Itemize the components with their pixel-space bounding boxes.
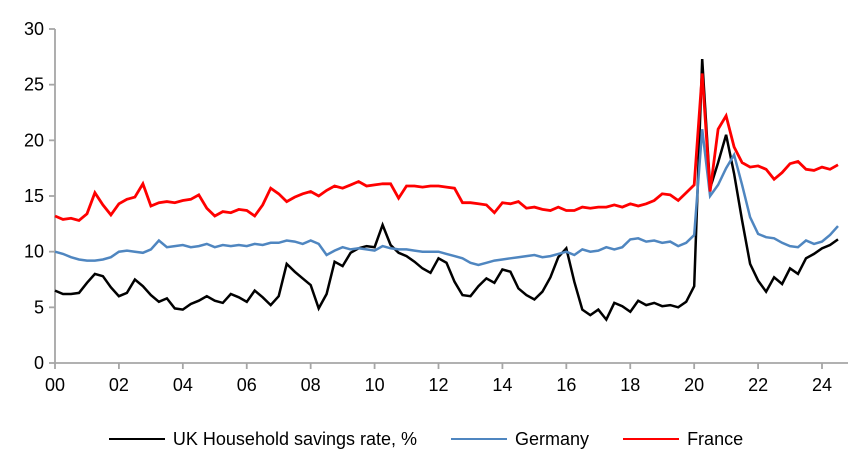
- x-tick-label: 00: [45, 375, 65, 395]
- x-tick-label: 02: [109, 375, 129, 395]
- legend-swatch-germany: [451, 437, 508, 441]
- legend-label-uk: UK Household savings rate, %: [172, 428, 418, 449]
- legend-item-uk: UK Household savings rate, %: [108, 428, 418, 450]
- legend-item-germany: Germany: [451, 429, 589, 450]
- x-tick-label: 06: [237, 375, 257, 395]
- y-tick-label: 10: [24, 242, 44, 262]
- chart-legend: UK Household savings rate, % Germany Fra…: [0, 424, 852, 454]
- series-line-1: [54, 129, 839, 267]
- legend-label-germany: Germany: [515, 428, 590, 449]
- legend-swatch-france: [623, 437, 680, 441]
- legend-label-france: France: [687, 428, 744, 449]
- legend-item-france: France: [623, 429, 743, 450]
- y-tick-label: 30: [24, 19, 44, 39]
- y-tick-label: 25: [24, 75, 44, 95]
- series-line-0: [54, 59, 839, 322]
- x-tick-label: 16: [556, 375, 576, 395]
- y-tick-label: 0: [34, 353, 44, 373]
- y-tick-label: 5: [34, 297, 44, 317]
- x-tick-label: 10: [365, 375, 385, 395]
- x-tick-label: 08: [301, 375, 321, 395]
- legend-swatch-uk: [108, 437, 165, 441]
- x-tick-label: 22: [748, 375, 768, 395]
- x-tick-label: 04: [173, 375, 193, 395]
- series-line-2: [54, 73, 839, 223]
- x-tick-label: 24: [812, 375, 832, 395]
- x-tick-label: 20: [684, 375, 704, 395]
- x-tick-label: 14: [492, 375, 512, 395]
- x-tick-label: 18: [620, 375, 640, 395]
- y-tick-label: 20: [24, 130, 44, 150]
- y-tick-label: 15: [24, 186, 44, 206]
- x-tick-label: 12: [428, 375, 448, 395]
